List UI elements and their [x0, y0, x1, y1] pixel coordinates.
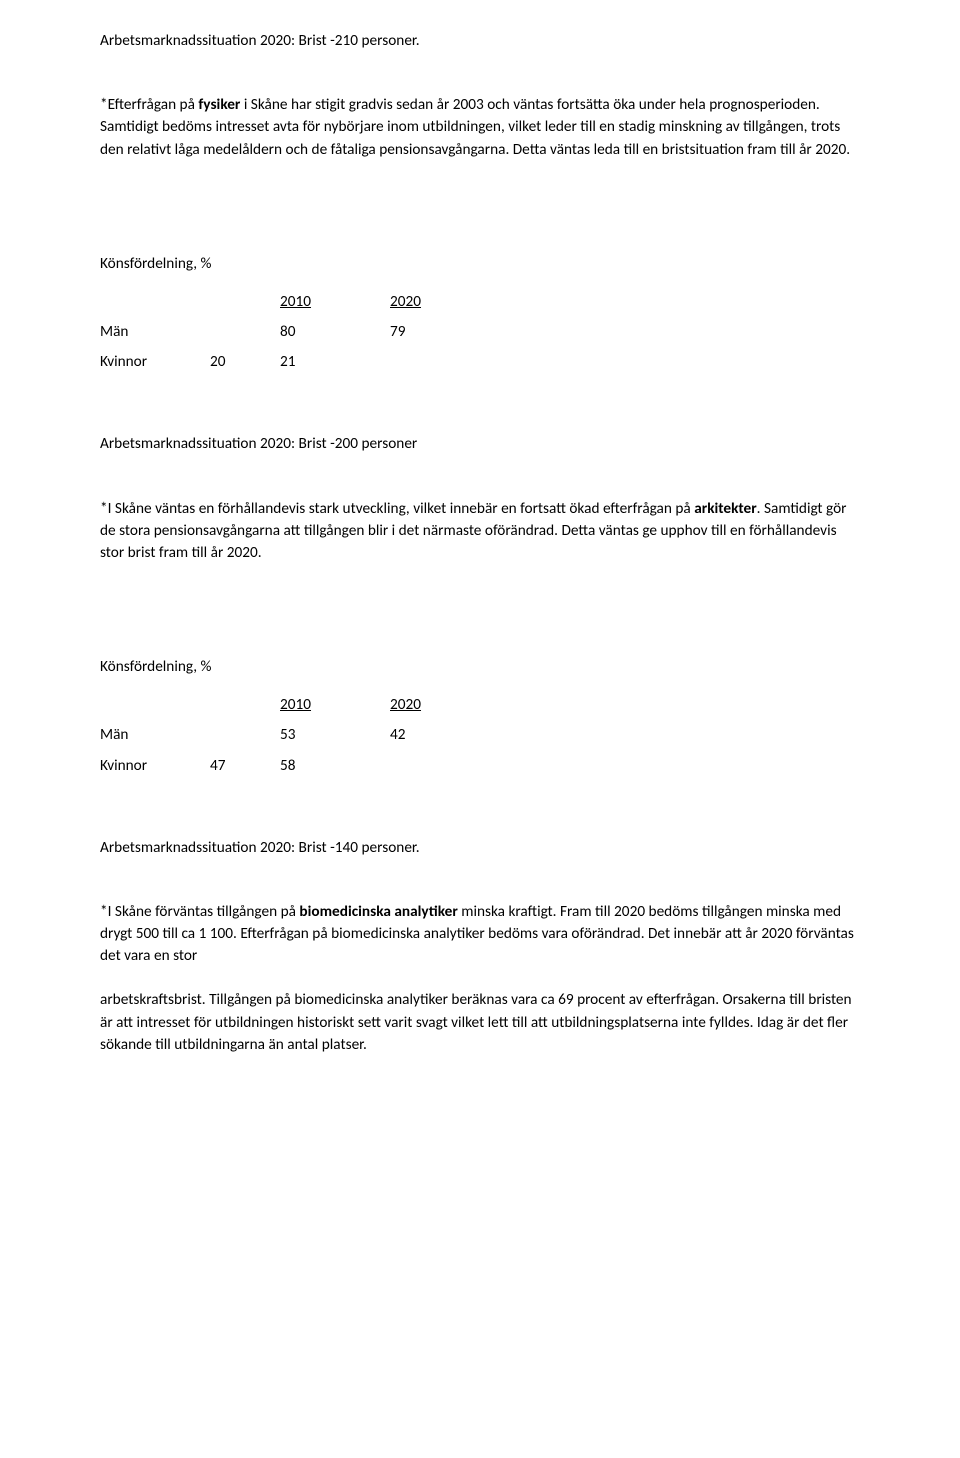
status-line-3: Arbetsmarknadssituation 2020: Brist -140… [100, 837, 860, 859]
women-2010: 58 [280, 751, 390, 781]
bold-fysiker: fysiker [198, 95, 240, 114]
paragraph-arkitekter: *I Skåne väntas en förhållandevis stark … [100, 498, 860, 565]
men-2020: 79 [390, 317, 470, 347]
men-2010: 80 [280, 317, 390, 347]
year-2010: 2010 [280, 695, 311, 714]
bold-biomed: biomedicinska analytiker [299, 902, 457, 921]
paragraph-biomed-2: arbetskraftsbrist. Tillgången på biomedi… [100, 989, 860, 1056]
status-line-2: Arbetsmarknadssituation 2020: Brist -200… [100, 433, 860, 455]
year-2010: 2010 [280, 292, 311, 311]
men-2010: 53 [280, 720, 390, 750]
women-label: Kvinnor [100, 347, 210, 377]
table-row: 2010 2020 [100, 690, 470, 720]
table-row: Kvinnor 20 21 [100, 347, 470, 377]
women-sub: 47 [210, 751, 280, 781]
table-row: Män 80 79 [100, 317, 470, 347]
text: *I Skåne väntas en förhållandevis stark … [100, 499, 694, 518]
bold-arkitekter: arkitekter [694, 499, 756, 518]
paragraph-fysiker: *Efterfrågan på fysiker i Skåne har stig… [100, 94, 860, 161]
paragraph-biomed-1: *I Skåne förväntas tillgången på biomedi… [100, 901, 860, 968]
gender-table-1: 2010 2020 Män 80 79 Kvinnor 20 21 [100, 287, 470, 378]
kons-title-2: Könsfördelning, % [100, 656, 860, 678]
women-label: Kvinnor [100, 751, 210, 781]
women-sub: 20 [210, 347, 280, 377]
table-row: Män 53 42 [100, 720, 470, 750]
document-page: Arbetsmarknadssituation 2020: Brist -210… [0, 0, 960, 1458]
men-2020: 42 [390, 720, 470, 750]
text: *I Skåne förväntas tillgången på [100, 902, 299, 921]
kons-title-1: Könsfördelning, % [100, 253, 860, 275]
gender-table-2: 2010 2020 Män 53 42 Kvinnor 47 58 [100, 690, 470, 781]
year-2020: 2020 [390, 292, 421, 311]
women-2010: 21 [280, 347, 390, 377]
year-2020: 2020 [390, 695, 421, 714]
table-row: Kvinnor 47 58 [100, 751, 470, 781]
status-line-1: Arbetsmarknadssituation 2020: Brist -210… [100, 30, 860, 52]
table-row: 2010 2020 [100, 287, 470, 317]
men-label: Män [100, 720, 210, 750]
men-label: Män [100, 317, 210, 347]
text: *Efterfrågan på [100, 95, 198, 114]
